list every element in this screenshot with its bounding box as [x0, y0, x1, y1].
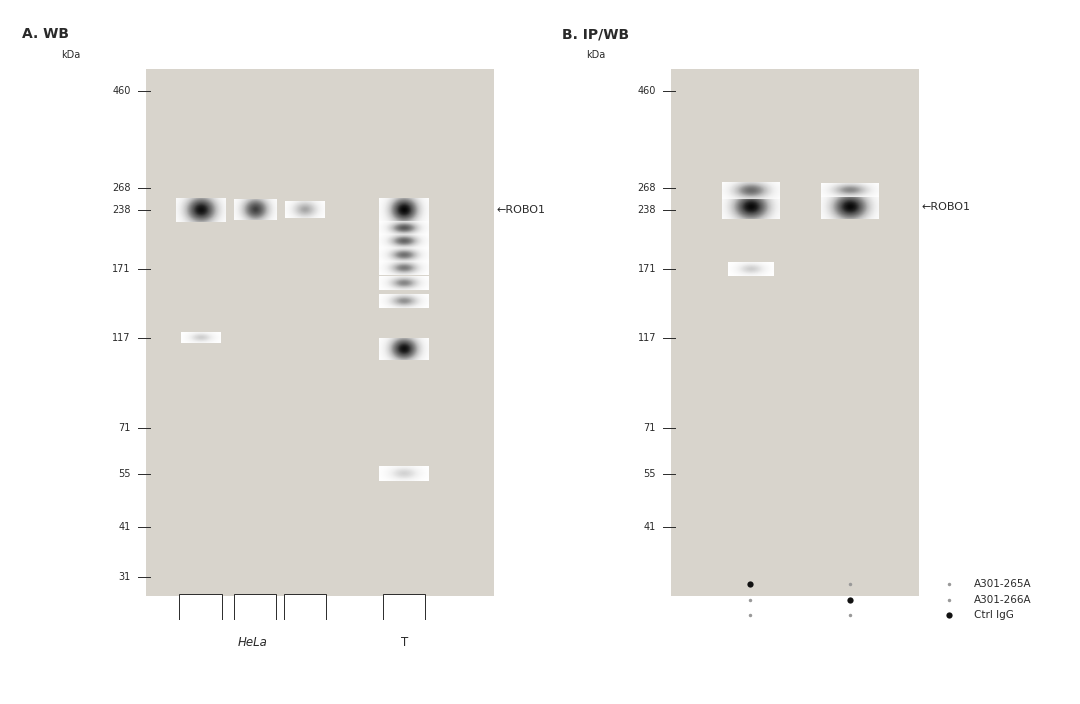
Bar: [671, 69, 919, 596]
Text: 238: 238: [112, 205, 131, 215]
Text: T: T: [401, 636, 408, 649]
Text: kDa: kDa: [62, 50, 81, 60]
Bar: [179, 593, 221, 622]
Bar: [383, 593, 426, 622]
Text: 460: 460: [637, 86, 656, 96]
Text: A301-266A: A301-266A: [974, 595, 1031, 605]
Bar: [146, 69, 494, 596]
Text: 171: 171: [637, 265, 656, 275]
Text: 71: 71: [119, 423, 131, 433]
Text: HeLa: HeLa: [238, 636, 268, 649]
Text: Ctrl IgG: Ctrl IgG: [974, 610, 1014, 620]
Text: 55: 55: [644, 469, 656, 479]
Text: 15: 15: [248, 603, 262, 613]
Text: ←ROBO1: ←ROBO1: [496, 205, 545, 215]
Text: 171: 171: [112, 265, 131, 275]
Text: A. WB: A. WB: [22, 27, 69, 41]
Text: 41: 41: [644, 522, 656, 532]
Text: 117: 117: [112, 333, 131, 343]
Text: 238: 238: [637, 205, 656, 215]
Text: ←ROBO1: ←ROBO1: [922, 202, 971, 212]
Bar: [284, 593, 326, 622]
Text: 31: 31: [119, 572, 131, 582]
Text: 55: 55: [119, 469, 131, 479]
Text: A301-265A: A301-265A: [974, 579, 1031, 589]
Text: 5: 5: [301, 603, 308, 613]
Text: 117: 117: [637, 333, 656, 343]
Text: 50: 50: [193, 603, 207, 613]
Text: 71: 71: [644, 423, 656, 433]
Text: kDa: kDa: [586, 50, 606, 60]
Text: 460: 460: [112, 86, 131, 96]
Text: 50: 50: [397, 603, 411, 613]
Text: 268: 268: [112, 184, 131, 194]
Text: 41: 41: [119, 522, 131, 532]
Text: 268: 268: [637, 184, 656, 194]
Bar: [234, 593, 276, 622]
Text: B. IP/WB: B. IP/WB: [562, 27, 629, 41]
